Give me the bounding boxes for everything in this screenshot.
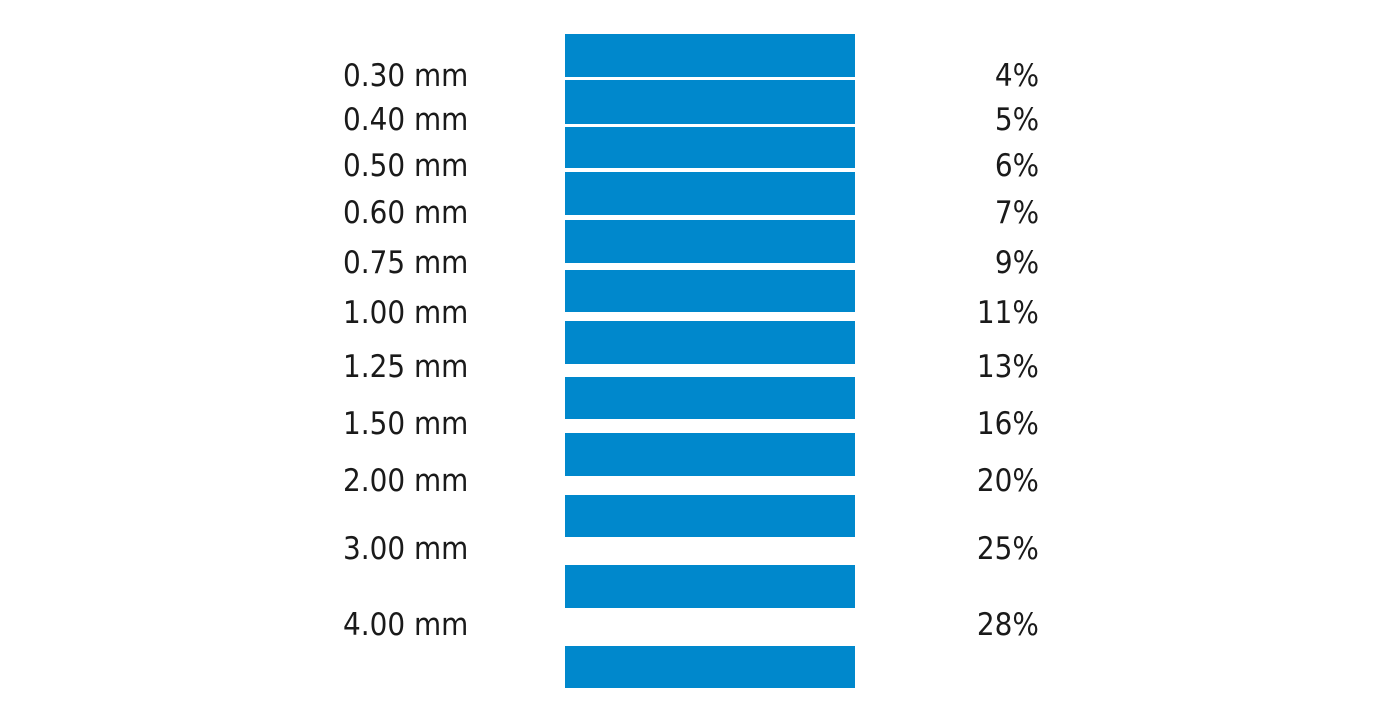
gap-label: 0.30 mm: [343, 58, 469, 94]
strip-11: [565, 565, 855, 608]
percent-label: 28%: [976, 607, 1039, 643]
strip-1: [565, 34, 855, 77]
strip-6: [565, 270, 855, 312]
gap-label: 2.00 mm: [343, 463, 469, 499]
gap-label: 0.40 mm: [343, 102, 469, 138]
gap-label: 0.60 mm: [343, 195, 469, 231]
percent-label: 16%: [976, 406, 1039, 442]
strip-8: [565, 377, 855, 419]
gap-label: 0.75 mm: [343, 245, 469, 281]
strip-3: [565, 127, 855, 168]
gap-label: 1.00 mm: [343, 295, 469, 331]
percent-label: 5%: [994, 102, 1039, 138]
strip-5: [565, 220, 855, 263]
strip-4: [565, 172, 855, 215]
strip-9: [565, 433, 855, 476]
gap-label: 1.25 mm: [343, 349, 469, 385]
strip-12: [565, 646, 855, 688]
strip-7: [565, 321, 855, 364]
percent-label: 20%: [976, 463, 1039, 499]
strip-2: [565, 80, 855, 124]
gap-label: 4.00 mm: [343, 607, 469, 643]
gap-label: 1.50 mm: [343, 406, 469, 442]
percent-label: 13%: [976, 349, 1039, 385]
percent-label: 6%: [994, 148, 1039, 184]
strip-10: [565, 495, 855, 537]
percent-label: 11%: [976, 295, 1039, 331]
percent-label: 25%: [976, 531, 1039, 567]
percent-label: 9%: [994, 245, 1039, 281]
percent-label: 7%: [994, 195, 1039, 231]
percent-label: 4%: [994, 58, 1039, 94]
gap-label: 0.50 mm: [343, 148, 469, 184]
gap-label: 3.00 mm: [343, 531, 469, 567]
